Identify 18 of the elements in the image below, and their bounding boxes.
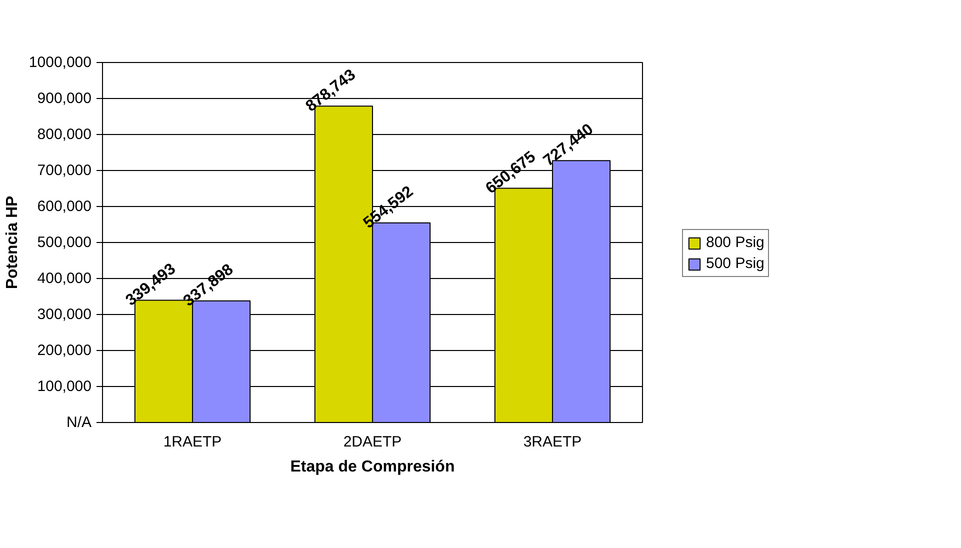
y-tick-label: 1000,000 <box>28 54 92 71</box>
legend-label: 800 Psig <box>706 234 764 251</box>
x-axis-title: Etapa de Compresión <box>290 458 455 476</box>
legend-label: 500 Psig <box>706 255 764 272</box>
y-tick-label: 200,000 <box>37 342 92 359</box>
y-tick-label: 600,000 <box>37 198 92 215</box>
y-tick-label: 100,000 <box>37 378 92 395</box>
x-tick-label: 1RAETP <box>163 434 222 450</box>
y-tick-label: 800,000 <box>37 126 92 143</box>
y-tick-label: 400,000 <box>37 270 92 287</box>
x-tick-label: 2DAETP <box>343 434 402 450</box>
x-tick-label: 3RAETP <box>523 434 582 450</box>
y-tick-label: 300,000 <box>37 306 92 323</box>
y-tick-label: 700,000 <box>37 162 92 179</box>
y-tick-label: N/A <box>66 414 92 431</box>
y-axis-title: Potencia HP <box>4 195 21 290</box>
y-tick-label: 900,000 <box>37 90 92 107</box>
y-tick-label: 500,000 <box>37 234 92 251</box>
